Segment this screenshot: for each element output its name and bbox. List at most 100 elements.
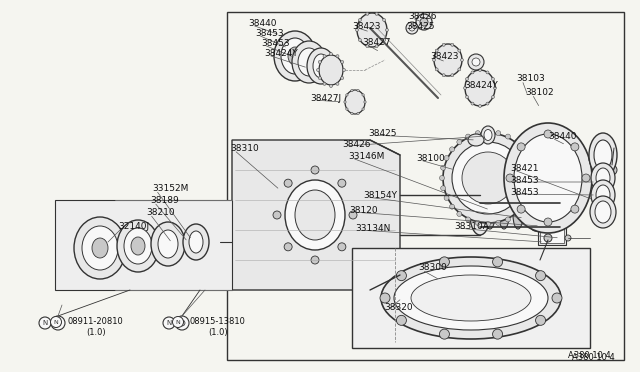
Ellipse shape <box>292 41 326 83</box>
Text: A380 10 4: A380 10 4 <box>568 350 611 359</box>
Circle shape <box>342 68 346 71</box>
Circle shape <box>330 52 333 55</box>
Ellipse shape <box>131 237 145 255</box>
Ellipse shape <box>183 224 209 260</box>
Text: 38424Y: 38424Y <box>264 48 298 58</box>
Circle shape <box>55 320 61 326</box>
Circle shape <box>318 77 321 80</box>
Text: 38310: 38310 <box>230 144 259 153</box>
Ellipse shape <box>288 47 302 65</box>
Text: 38427: 38427 <box>362 38 390 46</box>
Circle shape <box>531 176 536 180</box>
Ellipse shape <box>596 185 610 205</box>
Ellipse shape <box>298 48 320 76</box>
Ellipse shape <box>394 266 548 330</box>
Circle shape <box>366 45 369 48</box>
Circle shape <box>364 101 366 103</box>
Text: 08911-20810: 08911-20810 <box>68 317 124 327</box>
Circle shape <box>571 205 579 213</box>
Circle shape <box>357 112 359 115</box>
Bar <box>540 219 564 243</box>
Circle shape <box>344 101 346 103</box>
Circle shape <box>39 317 51 329</box>
Text: 38189: 38189 <box>150 196 179 205</box>
Ellipse shape <box>590 196 616 228</box>
Ellipse shape <box>411 275 531 321</box>
Text: 38425: 38425 <box>368 128 397 138</box>
Circle shape <box>375 45 378 48</box>
Text: 38120: 38120 <box>349 205 378 215</box>
Ellipse shape <box>345 90 365 114</box>
Bar <box>227 12 624 360</box>
Text: 38440: 38440 <box>548 131 577 141</box>
Circle shape <box>366 12 369 15</box>
Circle shape <box>340 61 344 64</box>
Circle shape <box>476 220 480 225</box>
Circle shape <box>517 143 525 151</box>
Circle shape <box>468 54 484 70</box>
Ellipse shape <box>595 201 611 223</box>
Circle shape <box>463 87 467 90</box>
Circle shape <box>362 94 364 96</box>
Bar <box>480 203 560 227</box>
Ellipse shape <box>591 163 615 193</box>
Circle shape <box>441 186 445 191</box>
Circle shape <box>435 68 438 71</box>
Text: 38423: 38423 <box>352 22 381 31</box>
Text: 38421: 38421 <box>510 164 538 173</box>
Circle shape <box>346 94 348 96</box>
Circle shape <box>433 58 435 61</box>
Circle shape <box>493 87 497 90</box>
Circle shape <box>465 134 470 139</box>
Text: 38320: 38320 <box>384 304 413 312</box>
Ellipse shape <box>589 133 617 177</box>
Circle shape <box>536 315 545 326</box>
Text: 08915-13810: 08915-13810 <box>190 317 246 327</box>
Text: (1.0): (1.0) <box>208 327 228 337</box>
Circle shape <box>514 211 519 217</box>
Text: 38453: 38453 <box>510 176 539 185</box>
Text: 38453: 38453 <box>510 187 539 196</box>
Circle shape <box>571 143 579 151</box>
Text: 38426: 38426 <box>408 12 436 20</box>
Circle shape <box>465 77 468 80</box>
Circle shape <box>357 89 359 92</box>
Ellipse shape <box>468 134 484 146</box>
Circle shape <box>582 174 590 182</box>
Circle shape <box>479 68 481 71</box>
Circle shape <box>544 234 552 242</box>
Circle shape <box>355 29 358 32</box>
Ellipse shape <box>158 230 178 258</box>
Ellipse shape <box>452 142 524 214</box>
Text: 32140J: 32140J <box>118 221 149 231</box>
Circle shape <box>565 235 571 241</box>
Circle shape <box>458 49 461 52</box>
Circle shape <box>383 38 386 42</box>
Circle shape <box>346 108 348 110</box>
Ellipse shape <box>92 238 108 258</box>
Circle shape <box>440 257 449 267</box>
Text: 38102: 38102 <box>525 87 554 96</box>
Text: 38424Y: 38424Y <box>464 80 498 90</box>
Circle shape <box>358 38 362 42</box>
Ellipse shape <box>462 152 514 204</box>
Ellipse shape <box>313 54 329 78</box>
Ellipse shape <box>499 201 509 229</box>
Polygon shape <box>55 200 232 290</box>
Circle shape <box>351 112 353 115</box>
Ellipse shape <box>295 190 335 240</box>
Circle shape <box>496 220 500 225</box>
Text: 38440: 38440 <box>248 19 276 28</box>
Circle shape <box>336 55 339 58</box>
Text: (1.0): (1.0) <box>86 327 106 337</box>
Circle shape <box>385 29 388 32</box>
Ellipse shape <box>484 129 492 141</box>
Ellipse shape <box>117 220 159 272</box>
Circle shape <box>336 82 339 85</box>
Text: 33134N: 33134N <box>355 224 390 232</box>
Text: N: N <box>166 320 172 326</box>
Ellipse shape <box>319 55 343 85</box>
Circle shape <box>552 293 562 303</box>
Circle shape <box>449 147 454 152</box>
Ellipse shape <box>531 205 541 225</box>
